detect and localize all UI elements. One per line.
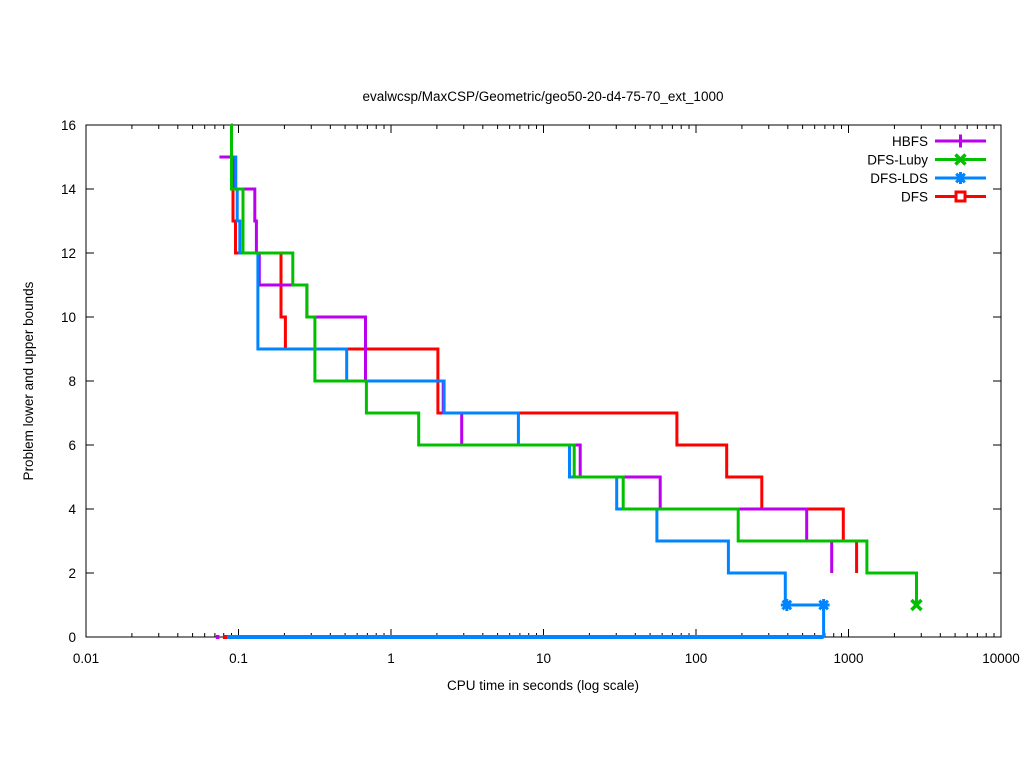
legend-row-DFS-Luby: DFS-Luby <box>867 153 986 168</box>
asterisk-marker <box>954 172 967 184</box>
series-HBFS <box>215 155 834 639</box>
plus-marker <box>954 134 967 148</box>
y-tick-label: 4 <box>68 502 76 517</box>
asterisk-marker <box>780 599 793 611</box>
x-tick-label: 10 <box>536 651 551 666</box>
y-tick-label: 14 <box>61 182 77 197</box>
plot-border <box>85 124 1002 638</box>
x-marker <box>910 598 923 612</box>
upper-bound-curve <box>230 123 918 605</box>
y-tick-label: 2 <box>68 566 76 581</box>
upper-bound-curve <box>233 155 826 637</box>
chart-title: evalwcsp/MaxCSP/Geometric/geo50-20-d4-75… <box>363 89 724 104</box>
y-tick-label: 8 <box>68 374 76 389</box>
upper-bound-curve <box>230 187 859 573</box>
asterisk-marker <box>817 599 830 611</box>
legend-label: DFS-Luby <box>867 153 928 168</box>
x-tick-label: 0.1 <box>229 651 248 666</box>
series-DFS <box>222 187 859 639</box>
series-DFS-LDS <box>226 155 830 639</box>
square-marker <box>954 190 967 203</box>
legend-row-DFS-LDS: DFS-LDS <box>870 171 986 186</box>
y-tick-label: 12 <box>61 246 76 261</box>
series-DFS-Luby <box>230 123 923 612</box>
y-axis-label: Problem lower and upper bounds <box>21 281 36 480</box>
legend-label: HBFS <box>892 134 928 149</box>
y-tick-label: 16 <box>61 118 76 133</box>
upper-bound-curve <box>219 155 834 573</box>
legend-row-DFS: DFS <box>901 190 986 205</box>
x-tick-label: 100 <box>685 651 708 666</box>
y-tick-label: 0 <box>68 630 76 645</box>
x-tick-label: 1 <box>387 651 395 666</box>
legend-label: DFS <box>901 190 928 205</box>
x-marker <box>954 153 967 166</box>
legend-label: DFS-LDS <box>870 171 928 186</box>
legend-row-HBFS: HBFS <box>892 134 986 149</box>
x-tick-label: 10000 <box>982 651 1020 666</box>
x-axis-label: CPU time in seconds (log scale) <box>447 678 639 693</box>
plot-area: 0.01 0.1 1 10 100 1000 10000 0 2 4 6 8 10 12 14 16 <box>61 118 1020 666</box>
legend: HBFS DFS-Luby DFS-LDS DFS <box>867 134 986 205</box>
x-tick-label: 1000 <box>833 651 863 666</box>
x-tick-label: 0.01 <box>73 651 99 666</box>
y-tick-label: 6 <box>68 438 76 453</box>
y-tick-label: 10 <box>61 310 76 325</box>
